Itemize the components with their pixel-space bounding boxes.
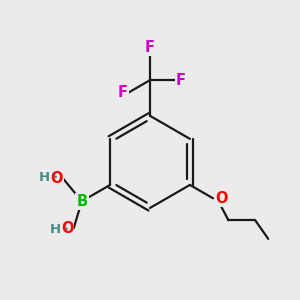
Text: O: O bbox=[61, 220, 74, 236]
Text: B: B bbox=[76, 194, 87, 209]
Text: O: O bbox=[51, 171, 63, 186]
Text: ·: · bbox=[53, 170, 58, 184]
Text: F: F bbox=[118, 85, 128, 100]
Text: ·: · bbox=[64, 223, 69, 236]
Text: H: H bbox=[39, 170, 50, 184]
Text: F: F bbox=[175, 73, 185, 88]
Text: F: F bbox=[145, 40, 155, 55]
Text: O: O bbox=[215, 191, 228, 206]
Text: H: H bbox=[49, 223, 60, 236]
